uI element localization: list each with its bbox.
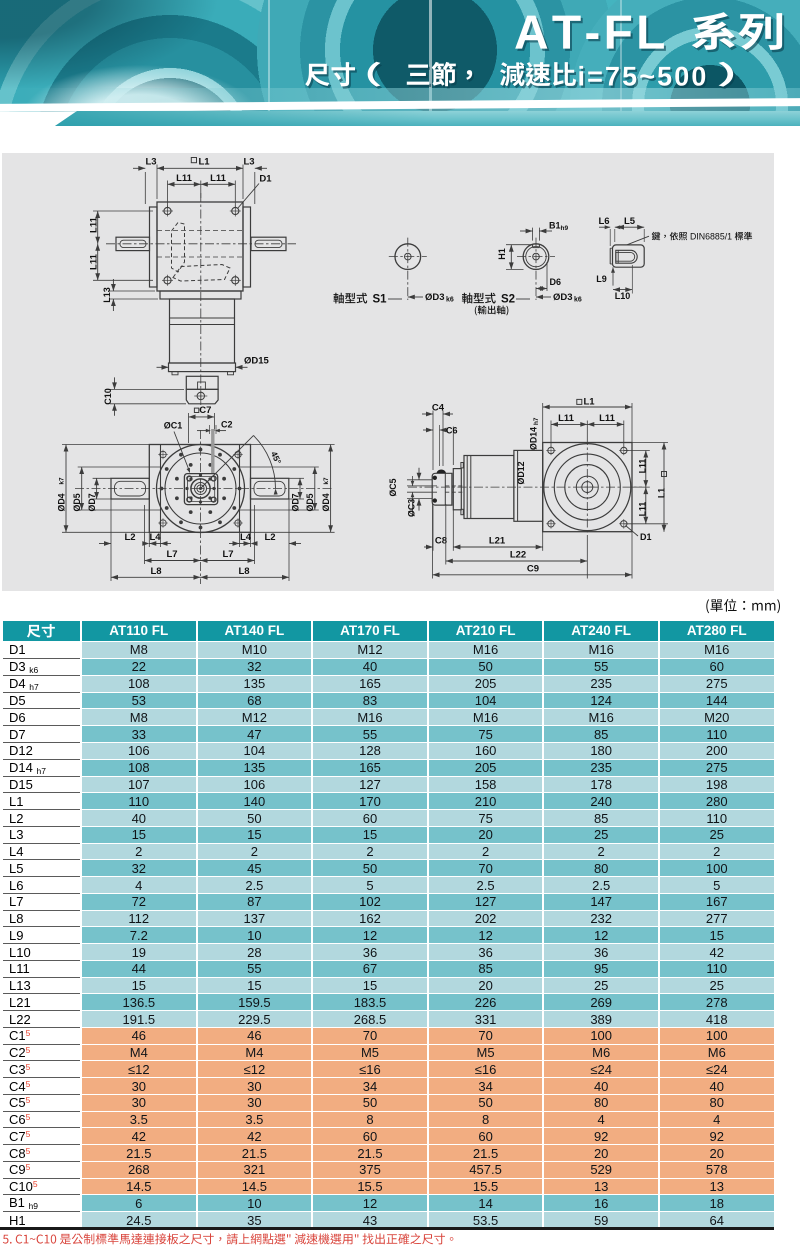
svg-text:ØD15: ØD15: [244, 356, 270, 367]
svg-text:ØD4: ØD4: [56, 493, 66, 511]
svg-text:k6: k6: [446, 297, 454, 304]
svg-text:ØD5: ØD5: [305, 493, 315, 511]
svg-text:L7: L7: [166, 549, 177, 560]
svg-text:L2: L2: [264, 532, 275, 543]
svg-text:L7: L7: [222, 549, 233, 560]
svg-text:L11: L11: [638, 459, 648, 474]
svg-text:ØD7: ØD7: [290, 493, 300, 511]
svg-text:L11: L11: [89, 253, 100, 270]
svg-text:h9: h9: [561, 225, 569, 232]
svg-text:L22: L22: [510, 550, 526, 561]
svg-text:ØD12: ØD12: [516, 461, 526, 484]
svg-text:ØD7: ØD7: [87, 493, 97, 511]
svg-text:ØD5: ØD5: [72, 493, 82, 511]
svg-text:C6: C6: [446, 426, 458, 436]
svg-text:L11: L11: [638, 502, 648, 517]
svg-text:ØC3: ØC3: [407, 499, 417, 517]
svg-text:L21: L21: [489, 536, 506, 547]
svg-text:k7: k7: [323, 477, 330, 485]
svg-text:ØD3: ØD3: [553, 292, 573, 303]
svg-text:L8: L8: [238, 566, 249, 577]
svg-text:L3: L3: [145, 157, 156, 168]
svg-text:DIN6885/1: DIN6885/1: [690, 232, 732, 242]
svg-text:L6: L6: [598, 216, 609, 227]
svg-text:ØC5: ØC5: [388, 478, 398, 496]
svg-text:L11: L11: [176, 173, 193, 184]
svg-text:S1: S1: [373, 294, 388, 306]
svg-text:L1: L1: [198, 157, 210, 168]
svg-text:L13: L13: [102, 287, 112, 303]
svg-text:D1: D1: [640, 532, 652, 542]
svg-text:L10: L10: [615, 291, 631, 301]
svg-text:L4: L4: [240, 532, 252, 543]
svg-text:C4: C4: [432, 403, 445, 414]
svg-text:B1: B1: [549, 221, 561, 231]
svg-text:ØC1: ØC1: [164, 421, 183, 431]
svg-text:D6: D6: [550, 277, 562, 287]
svg-text:C7: C7: [199, 405, 211, 416]
svg-text:h7: h7: [533, 417, 540, 425]
svg-text:C2: C2: [221, 420, 233, 430]
svg-text:C10: C10: [103, 388, 113, 405]
svg-text:S2: S2: [501, 294, 515, 306]
svg-text:k7: k7: [58, 477, 65, 485]
svg-text:L8: L8: [150, 566, 161, 577]
svg-text:ØD4: ØD4: [321, 493, 331, 511]
svg-text:L4: L4: [149, 532, 161, 543]
svg-text:L11: L11: [558, 413, 575, 424]
svg-text:L11: L11: [599, 413, 616, 424]
svg-text:L3: L3: [243, 157, 254, 168]
svg-text:k6: k6: [574, 297, 582, 304]
svg-text:L11: L11: [89, 216, 100, 233]
svg-text:L5: L5: [624, 216, 636, 227]
svg-text:C8: C8: [435, 536, 447, 547]
svg-text:L2: L2: [124, 532, 135, 543]
svg-text:L1: L1: [656, 488, 666, 498]
svg-text:C9: C9: [527, 564, 539, 575]
svg-text:ØD14: ØD14: [529, 427, 539, 450]
svg-text:D1: D1: [259, 174, 272, 185]
svg-text:L1: L1: [583, 397, 595, 408]
svg-text:L9: L9: [596, 274, 607, 284]
svg-text:H1: H1: [497, 248, 507, 260]
svg-text:L11: L11: [210, 173, 227, 184]
svg-text:ØD3: ØD3: [425, 292, 445, 303]
